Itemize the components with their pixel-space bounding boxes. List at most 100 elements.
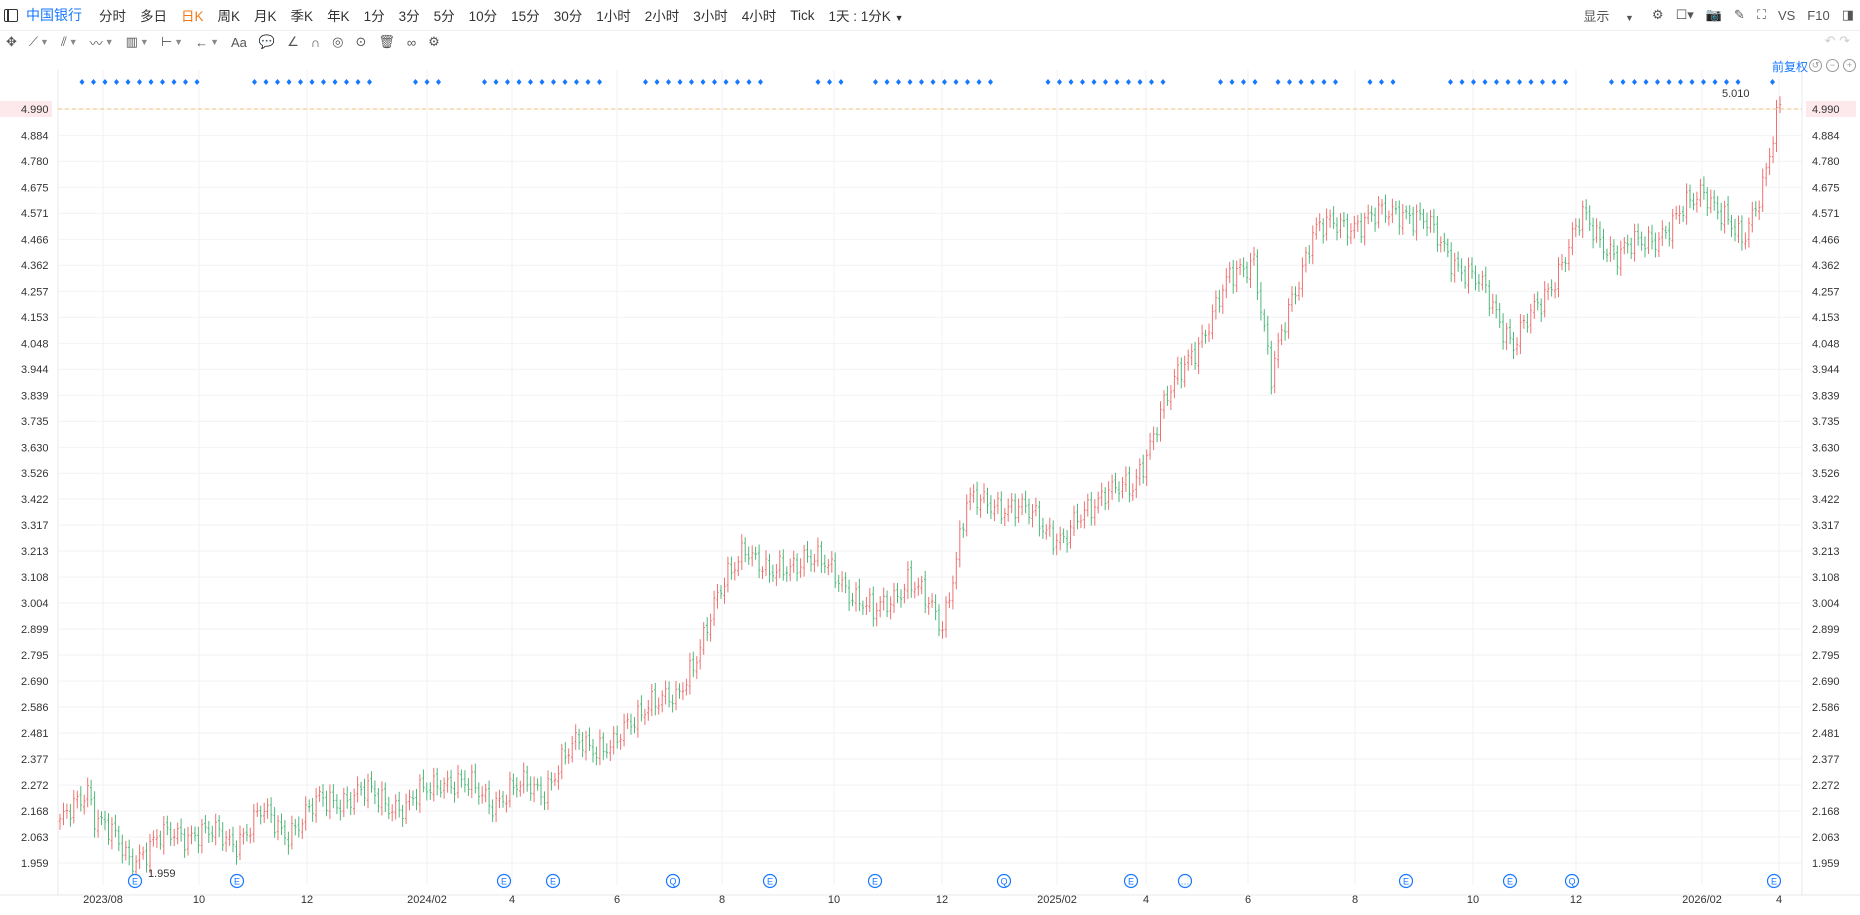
- signal-dot: [309, 79, 315, 85]
- f10-button[interactable]: F10: [1807, 7, 1830, 23]
- signal-dot: [137, 79, 142, 85]
- tab-custom-period[interactable]: 1天 : 1分K ▼: [829, 5, 904, 25]
- range-tool-icon[interactable]: ⊢ ▼: [160, 34, 184, 49]
- signal-dot: [516, 79, 522, 85]
- vs-button[interactable]: VS: [1777, 7, 1796, 23]
- signal-dot: [1126, 79, 1131, 85]
- signal-dot: [1080, 79, 1085, 85]
- event-marker: [1766, 873, 1782, 889]
- tab-4hour[interactable]: 4小时: [741, 9, 777, 24]
- overlay-icon[interactable]: ∞: [406, 34, 417, 50]
- stock-name[interactable]: 中国银行: [26, 7, 82, 23]
- event-marker-label: E: [1403, 877, 1409, 887]
- y-tick-label: 2.586: [21, 702, 49, 714]
- y-tick-label: 3.944: [1812, 364, 1840, 376]
- tab-tick[interactable]: Tick: [790, 7, 815, 23]
- zoom-out-icon[interactable]: −: [1826, 59, 1839, 72]
- tab-daily-k[interactable]: 日K: [181, 9, 204, 24]
- event-marker-label: E: [1507, 877, 1513, 887]
- tab-3min[interactable]: 3分: [398, 9, 420, 24]
- signal-dot: [263, 79, 269, 85]
- layout-icon[interactable]: ☐▾: [1675, 7, 1694, 22]
- tab-yearly-k[interactable]: 年K: [327, 9, 350, 24]
- channel-tool-icon[interactable]: ⫽ ▼: [60, 34, 78, 49]
- undo-redo-icon[interactable]: ↶ ↷: [1824, 33, 1850, 48]
- x-tick-label: 10: [828, 894, 840, 906]
- adjust-mode[interactable]: 前复权: [1771, 60, 1808, 74]
- tab-1hour[interactable]: 1小时: [596, 9, 631, 24]
- y-tick-label: 3.422: [1812, 494, 1840, 506]
- wave-tool-icon[interactable]: 〰 ▼: [89, 35, 114, 51]
- text-tool-icon[interactable]: Aa: [231, 34, 247, 50]
- move-icon[interactable]: ✥: [6, 34, 17, 49]
- tab-2hour[interactable]: 2小时: [644, 9, 680, 24]
- tab-3hour[interactable]: 3小时: [693, 9, 728, 24]
- lock-icon[interactable]: ⊙: [355, 34, 367, 49]
- tab-30min[interactable]: 30分: [553, 9, 583, 24]
- tab-1min[interactable]: 1分: [363, 9, 385, 24]
- high-label: 5.010: [1722, 88, 1750, 100]
- signal-dot: [654, 79, 660, 85]
- signal-dot: [1540, 79, 1545, 85]
- signal-dot: [355, 79, 361, 85]
- trash-icon[interactable]: 🗑: [378, 34, 395, 49]
- signal-dots: [79, 79, 1775, 85]
- eye-icon[interactable]: ◎: [332, 34, 344, 49]
- y-tick-label: 2.377: [1812, 754, 1840, 766]
- signal-dot: [1551, 79, 1557, 85]
- measure-tool-icon[interactable]: ▥ ▼: [125, 34, 149, 49]
- tab-10min[interactable]: 10分: [468, 9, 498, 24]
- tab-multiday[interactable]: 多日: [140, 9, 167, 24]
- line-tool-icon[interactable]: ⟋ ▼: [28, 34, 49, 49]
- tab-weekly-k[interactable]: 周K: [217, 9, 241, 24]
- signal-dot: [286, 79, 292, 85]
- sidebar-toggle-icon[interactable]: [4, 8, 18, 22]
- display-menu[interactable]: 显示 ▼: [1577, 6, 1640, 25]
- event-marker-label: Q: [1568, 877, 1575, 887]
- event-marker: [665, 873, 681, 889]
- current-price-left: 4.990: [21, 104, 49, 116]
- signal-dot: [953, 79, 959, 85]
- tab-15min[interactable]: 15分: [511, 9, 540, 24]
- tab-quarterly-k[interactable]: 季K: [290, 9, 314, 24]
- y-tick-label: 2.272: [1812, 780, 1840, 792]
- signal-dot: [1770, 79, 1775, 85]
- y-tick-label: 3.944: [21, 364, 49, 376]
- signal-dot: [1482, 79, 1488, 85]
- comment-icon[interactable]: 💬: [258, 34, 276, 49]
- camera-icon[interactable]: 📷: [1705, 7, 1722, 22]
- signal-dot: [482, 79, 487, 85]
- tab-monthly-k[interactable]: 月K: [254, 9, 277, 24]
- signal-dot: [746, 79, 752, 85]
- signal-dot: [838, 79, 844, 85]
- reset-icon[interactable]: ↺: [1809, 59, 1822, 72]
- signal-dot: [160, 79, 165, 85]
- angle-icon[interactable]: ∠: [287, 34, 299, 49]
- zoom-in-icon[interactable]: +: [1843, 59, 1856, 72]
- signal-dot: [125, 79, 131, 85]
- y-tick-label: 4.780: [1812, 156, 1840, 168]
- signal-dot: [1724, 79, 1729, 85]
- y-tick-label: 4.675: [21, 182, 49, 194]
- signal-dot: [815, 79, 821, 85]
- price-bars: [58, 96, 1782, 879]
- x-tick-label: 12: [1570, 894, 1582, 906]
- magnet-icon[interactable]: ∩: [310, 34, 321, 50]
- tab-5min[interactable]: 5分: [433, 9, 455, 24]
- fullscreen-icon[interactable]: ⛶: [1756, 7, 1766, 22]
- event-marker-label: E: [767, 877, 773, 887]
- y-tick-label: 2.899: [1812, 624, 1840, 636]
- pencil-icon[interactable]: ✎: [1733, 7, 1745, 22]
- event-marker: [1398, 873, 1414, 889]
- event-marker-label: E: [132, 877, 138, 887]
- y-tick-label: 2.168: [1812, 806, 1840, 818]
- arrow-tool-icon[interactable]: ← ▼: [195, 34, 219, 50]
- event-marker-label: E: [1128, 877, 1134, 887]
- tool-settings-icon[interactable]: ⚙: [428, 34, 440, 49]
- signal-dot: [298, 79, 303, 85]
- tab-timeshare[interactable]: 分时: [99, 9, 126, 24]
- signal-dot: [919, 79, 924, 85]
- panel-toggle-icon[interactable]: ◨: [1841, 7, 1854, 22]
- settings-icon[interactable]: ⚙: [1651, 7, 1664, 22]
